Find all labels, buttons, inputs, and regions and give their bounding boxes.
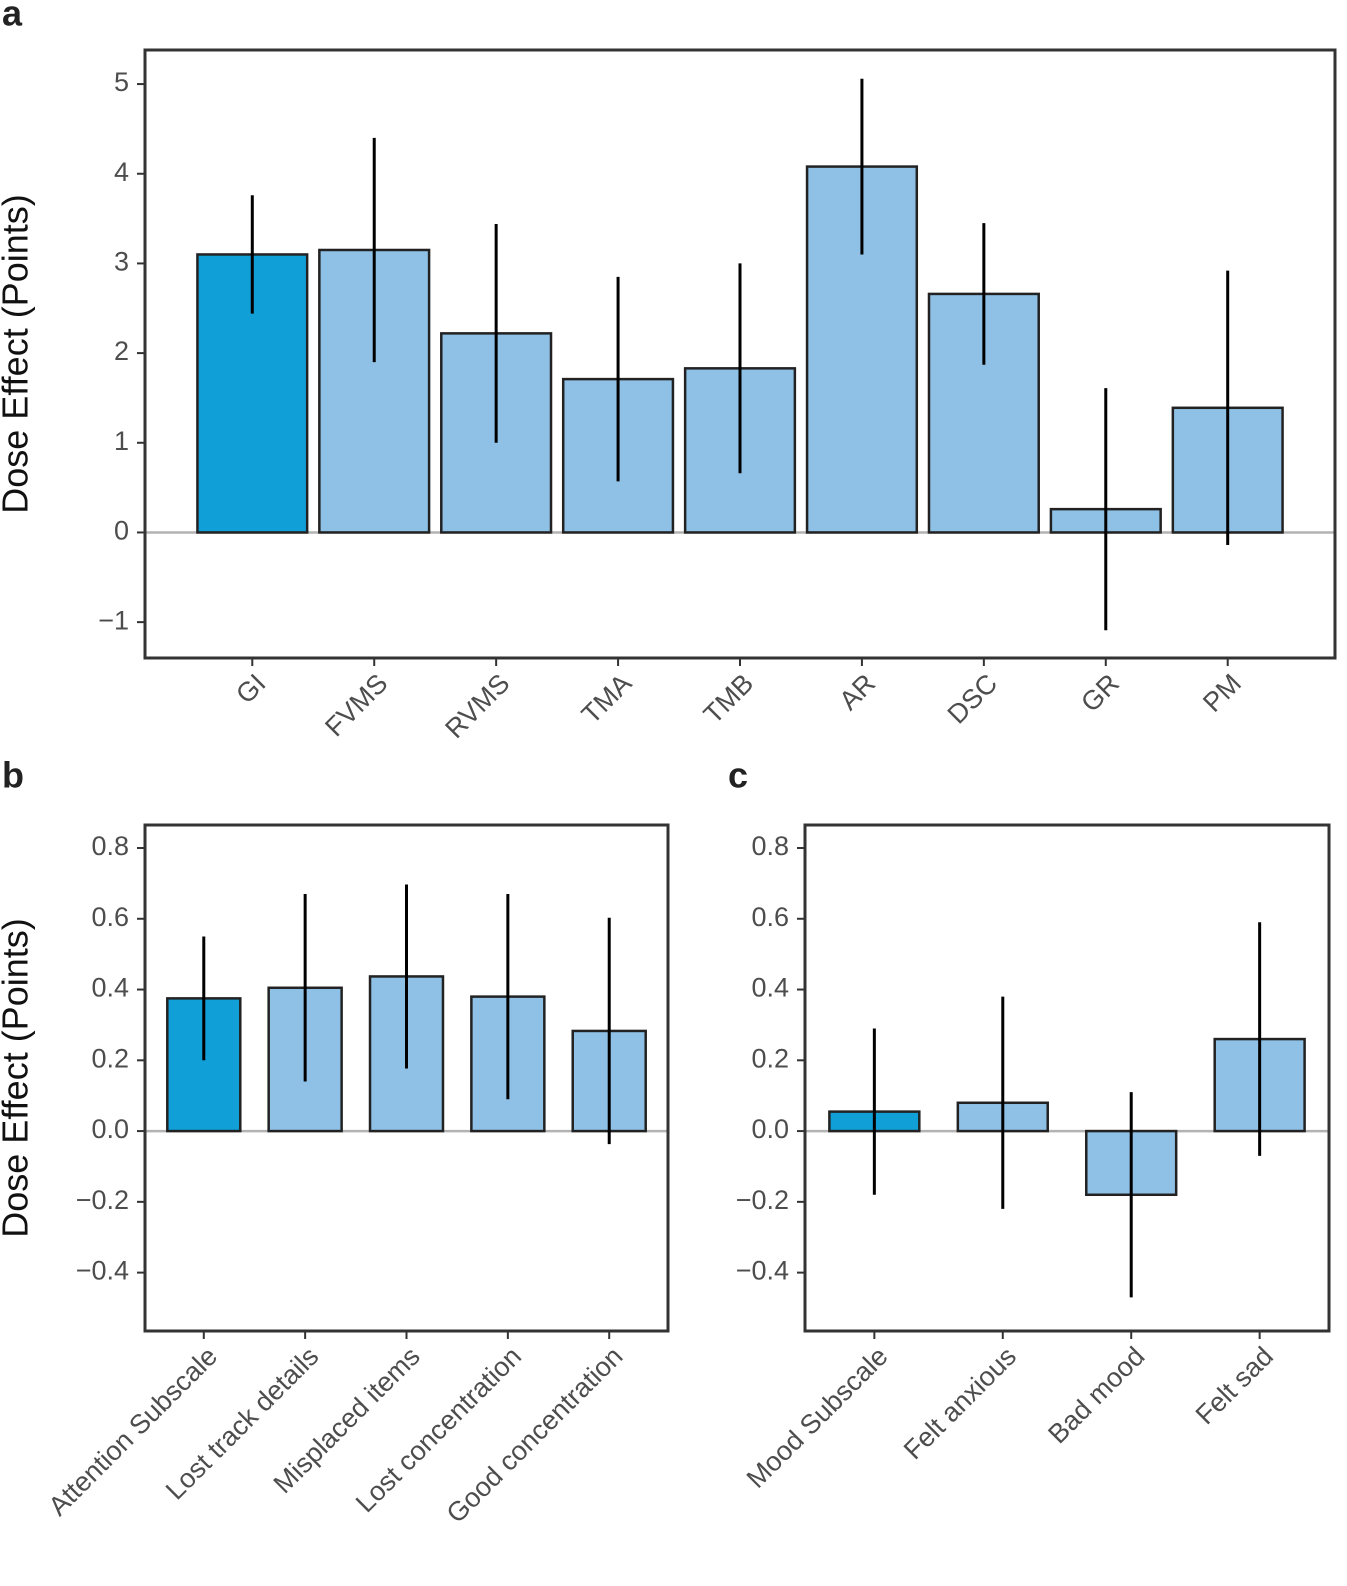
x-tick-label: Felt sad — [1190, 1341, 1279, 1430]
x-tick-label: TMA — [576, 668, 638, 730]
x-tick-label: RVMS — [439, 668, 515, 744]
y-tick-label: 3 — [114, 247, 129, 277]
x-tick-label: GI — [230, 668, 271, 709]
y-tick-label: 5 — [114, 67, 129, 97]
y-tick-label: −0.2 — [736, 1185, 789, 1215]
y-tick-label: 0.2 — [751, 1043, 789, 1073]
y-tick-label: 1 — [114, 426, 129, 456]
y-tick-label: 4 — [114, 157, 129, 187]
x-tick-label: Bad mood — [1042, 1341, 1150, 1449]
y-tick-label: −0.4 — [736, 1256, 789, 1286]
plot-frame — [803, 823, 1331, 1333]
x-tick-label: Mood Subscale — [741, 1341, 894, 1494]
x-tick-label: Good concentration — [441, 1341, 629, 1529]
y-tick-label: 0.4 — [751, 973, 789, 1003]
x-tick-label: Lost concentration — [350, 1341, 527, 1518]
x-tick-label: Felt anxious — [898, 1341, 1022, 1465]
y-tick-label: 0.0 — [91, 1114, 129, 1144]
y-tick-label: 0.6 — [751, 902, 789, 932]
plot-frame — [143, 48, 1337, 660]
y-tick-label: 0.6 — [91, 902, 129, 932]
panel-label: a — [2, 0, 23, 34]
y-tick-label: −0.4 — [76, 1256, 129, 1286]
x-tick-label: PM — [1197, 668, 1247, 718]
y-tick-label: 0 — [114, 516, 129, 546]
y-axis-label: Dose Effect (Points) — [0, 918, 36, 1237]
y-tick-label: 0.0 — [751, 1114, 789, 1144]
x-tick-label: FVMS — [319, 668, 393, 742]
x-tick-label: TMB — [698, 668, 760, 730]
y-tick-label: 0.4 — [91, 973, 129, 1003]
y-tick-label: 0.8 — [91, 831, 129, 861]
plot-frame — [143, 823, 670, 1333]
x-tick-label: AR — [833, 668, 881, 716]
y-tick-label: −1 — [98, 605, 129, 635]
y-axis-label: Dose Effect (Points) — [0, 194, 36, 513]
panel-label: c — [728, 755, 748, 796]
x-tick-label: DSC — [942, 668, 1004, 730]
y-tick-label: 2 — [114, 336, 129, 366]
y-tick-label: 0.2 — [91, 1043, 129, 1073]
panel-label: b — [2, 755, 24, 796]
y-tick-label: −0.2 — [76, 1185, 129, 1215]
x-tick-label: Attention Subscale — [43, 1341, 223, 1521]
y-tick-label: 0.8 — [751, 831, 789, 861]
x-tick-label: GR — [1075, 668, 1125, 718]
